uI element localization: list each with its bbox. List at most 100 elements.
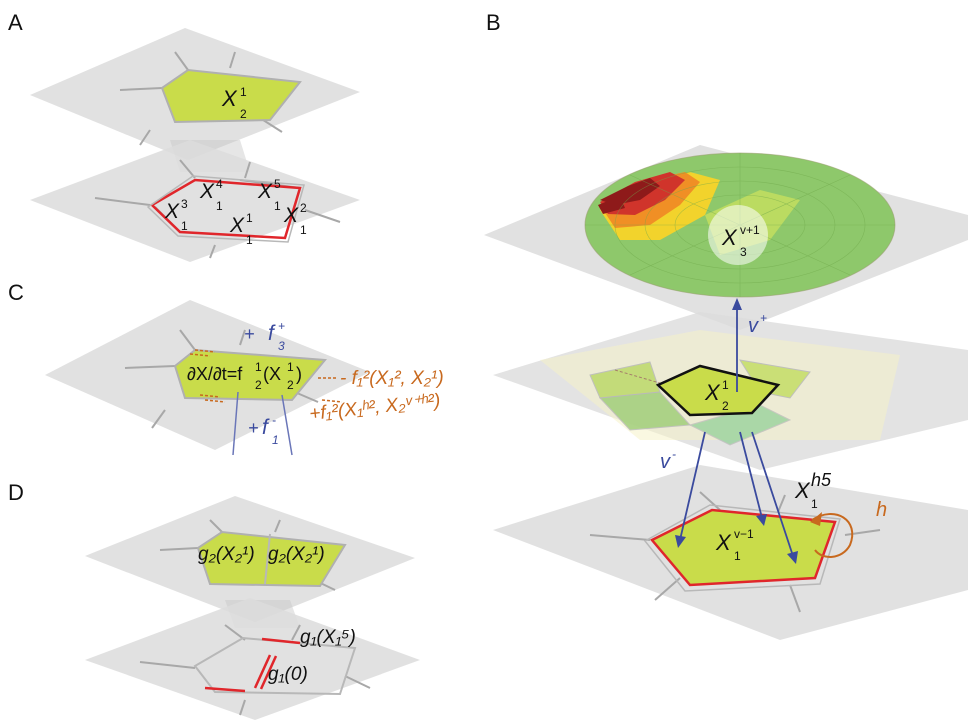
panel-c-f1-minus: + f - 1 [248,413,279,447]
svg-text:1: 1 [255,360,262,374]
panel-b-mid-label: X 1 2 [704,378,729,413]
panel-b: B X v+1 3 [484,10,968,640]
panel-a-top-cell [160,68,302,124]
svg-text:-: - [272,413,276,427]
panel-letter-c: C [8,280,24,305]
panel-a-bottom-plane [30,140,360,262]
panel-b-h-label: h [876,499,887,521]
panel-b-v-plus-arrow [732,298,742,392]
svg-text:X: X [229,214,245,237]
panel-a-cell-label-x13: X 3 1 [164,197,188,233]
svg-text:-: - [672,447,676,461]
panel-a-cell-label-x15: X 5 1 [257,177,281,213]
panel-a: A X 1 2 [8,10,360,262]
svg-text:X: X [721,225,738,250]
panel-d-g1-zero: g₁(0) [268,664,308,685]
panel-b-neighbor-label: X h5 1 [794,470,832,511]
svg-text:2: 2 [300,201,307,215]
panel-b-bottom-label: X v−1 1 [715,527,754,563]
panel-d-bottom-plane [85,598,420,720]
svg-text:+: + [244,324,255,344]
panel-a-cell-label-x14: X 4 1 [199,177,223,213]
panel-c-f3-plus: + f + 3 [244,319,285,353]
panel-b-bottom-cell-outer [643,504,841,592]
panel-b-highlight-circle [708,205,768,265]
svg-text:5: 5 [274,177,281,191]
svg-text:2: 2 [287,378,294,392]
panel-letter-b: B [486,10,501,35]
panel-b-v-minus-arrowheads [675,514,798,564]
panel-b-v-minus-label: v - [660,447,676,473]
svg-text:1: 1 [734,549,741,563]
panel-c-minus-term: - f₁²(X₁², X₂¹) [340,368,444,389]
panel-letter-a: A [8,10,23,35]
panel-b-v-plus-label: v + [748,311,767,337]
svg-text:2: 2 [240,107,247,121]
panel-b-bottom-cell [650,508,837,587]
panel-letter-d: D [8,480,24,505]
svg-text:h5: h5 [811,470,832,490]
panel-b-top-label: X v+1 3 [721,223,760,259]
panel-d-cell-divider [264,533,271,585]
svg-text:v−1: v−1 [734,527,754,541]
panel-a-red-outline [149,178,302,240]
panel-c-equation: ∂X/∂t=f 1 2 (X 1 2 ) [187,360,302,392]
svg-text:3: 3 [181,197,188,211]
svg-text:1: 1 [274,199,281,213]
svg-text:1: 1 [272,433,279,447]
panel-a-top-label: X 1 2 [221,85,247,121]
svg-text:f: f [262,416,270,439]
panel-d-g1-x15: g₁(X₁⁵) [300,627,356,648]
svg-text:v: v [748,315,759,337]
svg-text:∂X/∂t=f: ∂X/∂t=f [187,364,243,384]
svg-text:+: + [248,418,259,438]
panel-c-orange-ticks [189,349,343,403]
svg-text:1: 1 [300,223,307,237]
svg-text:3: 3 [278,339,285,353]
panel-b-bottom-neighbor-edges [589,491,881,613]
svg-text:+: + [760,311,767,325]
svg-text:1: 1 [181,219,188,233]
svg-text:X: X [794,478,811,503]
panel-c: C + f + 3 [8,280,444,456]
panel-d: D g₂(X₂¹) g₂(X₂¹) g₁(X₁⁵) g₁(0 [8,480,420,720]
panel-d-top-cell [196,530,347,588]
svg-text:2: 2 [255,378,262,392]
svg-text:2: 2 [722,399,729,413]
svg-text:v: v [660,451,671,473]
svg-text:X: X [283,204,299,227]
svg-text:X: X [715,530,732,555]
svg-text:1: 1 [811,497,818,511]
svg-text:1: 1 [722,378,729,392]
svg-text:v+1: v+1 [740,223,760,237]
panel-c-cell [173,348,327,402]
svg-text:): ) [296,364,302,384]
panel-b-mid-cell [655,364,781,417]
panel-a-grey-outline [146,175,305,243]
panel-a-cell-label-x11: X 1 1 [229,211,253,247]
panel-b-h-arrow [810,512,854,558]
svg-text:1: 1 [246,211,253,225]
panel-b-v-minus-arrows [679,431,794,557]
panel-d-red-edges [204,637,301,693]
svg-text:1: 1 [287,360,294,374]
svg-text:4: 4 [216,177,223,191]
svg-text:X: X [704,380,721,405]
svg-text:3: 3 [740,245,747,259]
svg-text:1: 1 [246,233,253,247]
svg-text:f: f [268,322,276,345]
panel-c-plus-term: +f₁²(X₁ʰ², X₂ᵛ⁺ʰ²) [308,390,441,425]
svg-text:+: + [278,319,285,333]
svg-text:X: X [164,200,180,223]
panel-d-g2-right: g₂(X₂¹) [268,544,325,565]
svg-text:(X: (X [263,364,281,384]
panel-d-g2-left: g₂(X₂¹) [198,544,255,565]
svg-text:X: X [221,86,238,111]
svg-text:X: X [199,180,215,203]
panel-c-blue-lines [232,391,293,456]
panel-a-cell-label-x12: X 2 1 [283,201,307,237]
svg-text:X: X [257,180,273,203]
svg-text:1: 1 [216,199,223,213]
panel-b-mid-green-cells [589,359,811,446]
